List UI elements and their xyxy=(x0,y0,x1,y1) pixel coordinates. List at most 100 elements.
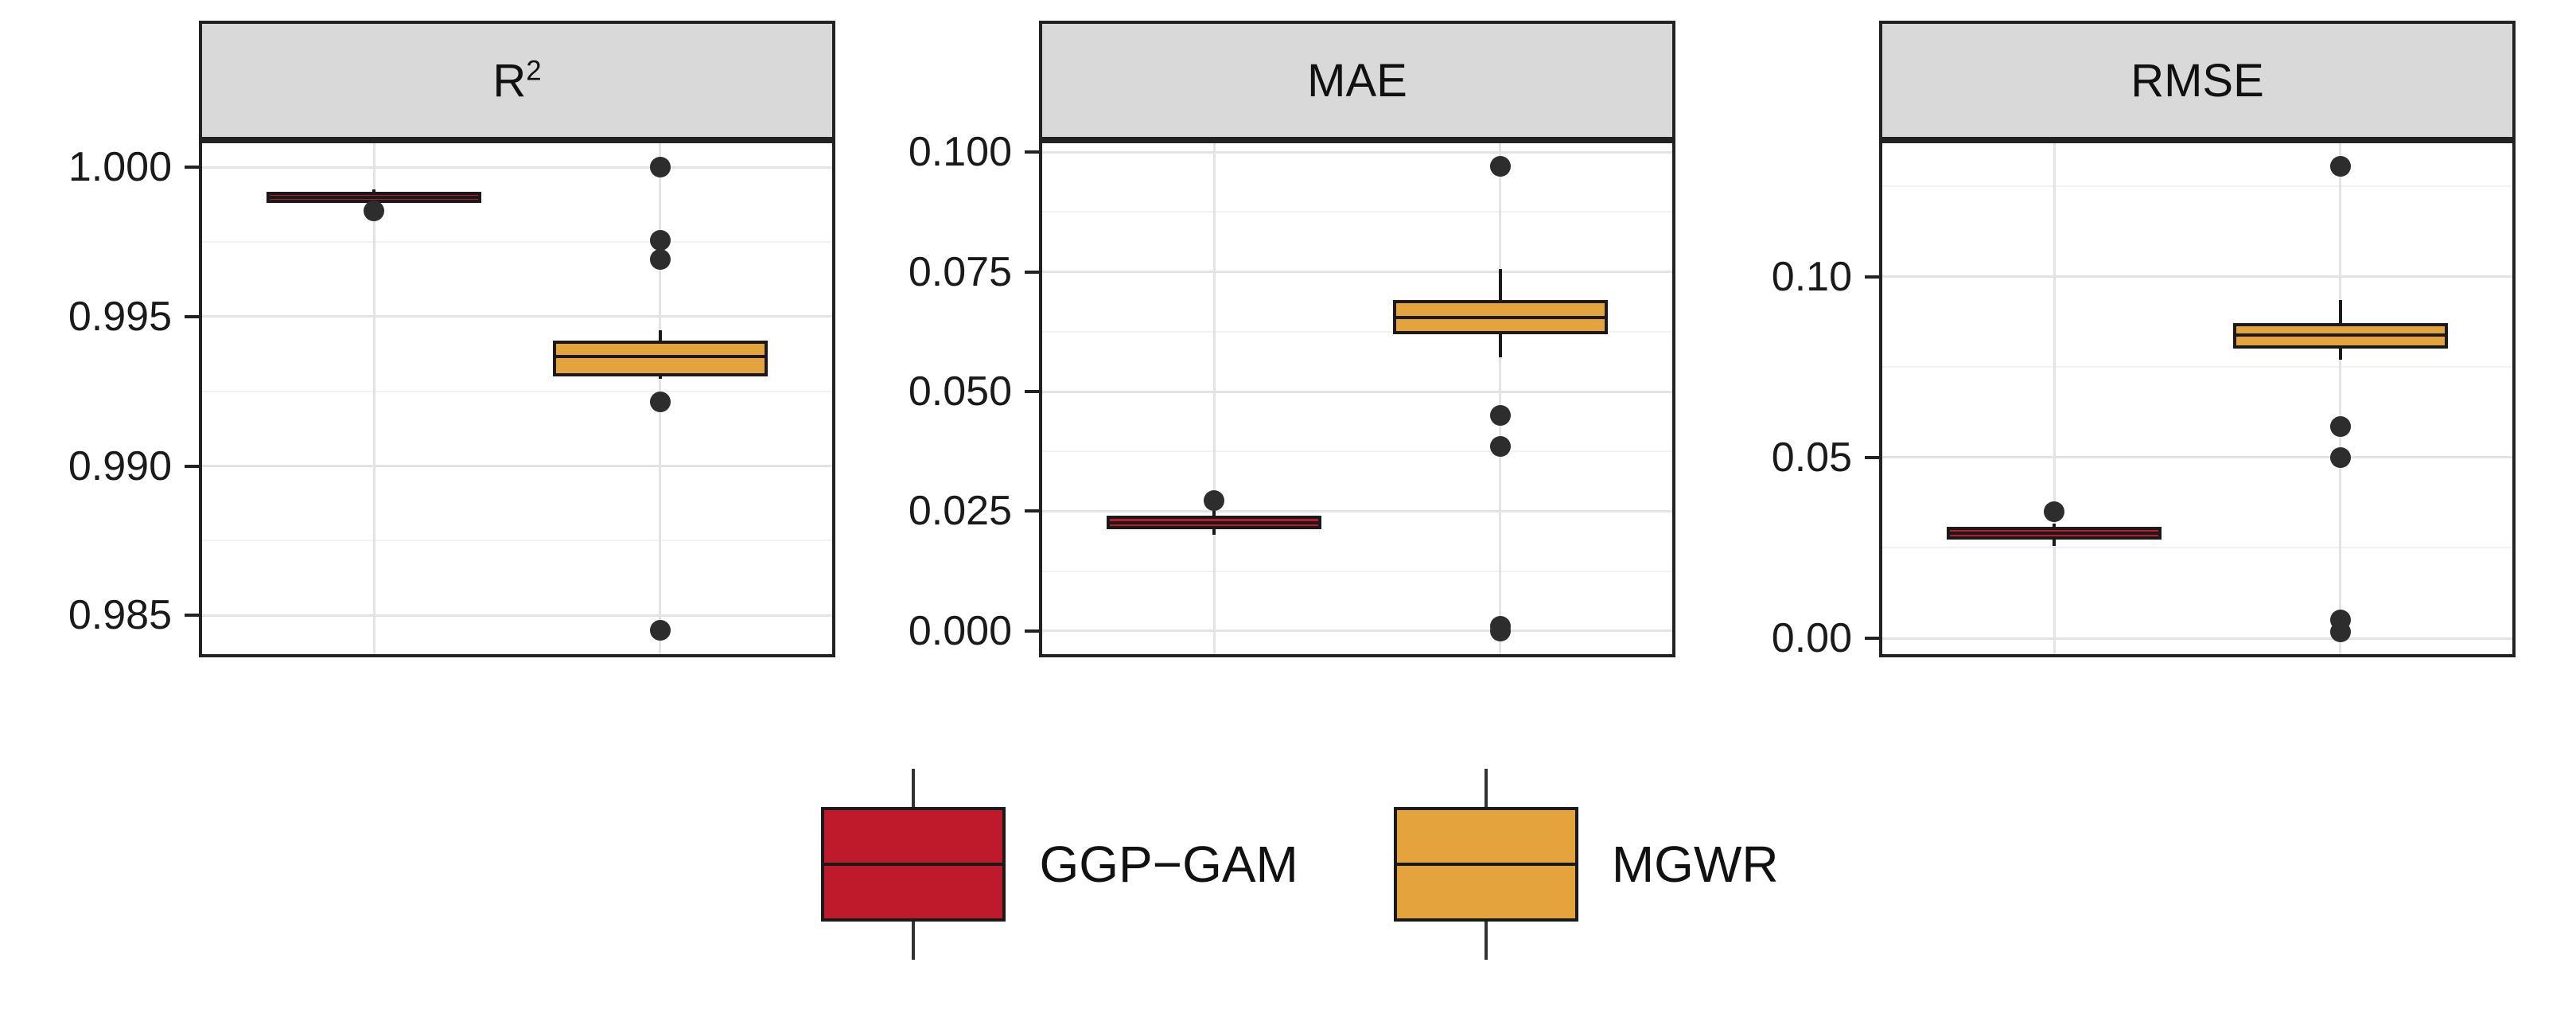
facet-rmse: RMSE 0.10 0.05 0.00 xyxy=(1704,21,2516,661)
y-axis-tick xyxy=(185,614,199,618)
major-gridline xyxy=(202,614,832,617)
median-line-MGWR xyxy=(2232,333,2448,337)
outlier-point xyxy=(1489,620,1511,641)
y-axis-label: 0.075 xyxy=(908,248,1012,295)
facet-mae: MAE 0.100 0.075 0.050 0.025 0.000 xyxy=(864,21,1675,657)
minor-gridline xyxy=(1042,450,1672,453)
y-axis-label: 0.050 xyxy=(908,368,1012,415)
outlier-point xyxy=(649,391,671,412)
outlier-point xyxy=(1489,405,1511,427)
x-gridline xyxy=(1212,143,1216,654)
y-axis-label: 0.995 xyxy=(68,293,172,340)
facet-strip-r2: R2 xyxy=(199,21,835,140)
y-axis-label: 0.00 xyxy=(1771,615,1852,661)
outlier-point xyxy=(2329,156,2351,177)
minor-gridline xyxy=(202,540,832,542)
key-box-icon xyxy=(1393,807,1578,922)
y-axis-rmse: 0.10 0.05 0.00 xyxy=(1704,140,1879,661)
boxplot-key-mgwr xyxy=(1393,769,1578,960)
y-axis-label: 0.985 xyxy=(68,592,172,639)
y-axis-tick xyxy=(185,464,199,468)
legend-item-mgwr: MGWR xyxy=(1393,769,1779,960)
legend: GGP−GAM MGWR xyxy=(24,769,2576,960)
facet-r2: R2 1.000 0.995 0.990 0.985 xyxy=(24,21,835,657)
facet-panels: R2 1.000 0.995 0.990 0.985 MAE 0.100 0.075 0.050… xyxy=(24,21,2576,661)
median-line-GGP-GAM xyxy=(1107,520,1322,524)
y-axis-tick xyxy=(1025,629,1039,633)
y-axis-label: 0.990 xyxy=(68,442,172,489)
y-axis-label: 0.100 xyxy=(908,129,1012,176)
panel-r2 xyxy=(199,140,835,657)
legend-label-mgwr: MGWR xyxy=(1611,836,1779,893)
legend-label-ggp-gam: GGP−GAM xyxy=(1039,836,1298,893)
y-axis-tick xyxy=(1025,390,1039,393)
y-axis-mae: 0.100 0.075 0.050 0.025 0.000 xyxy=(864,129,1039,657)
minor-gridline xyxy=(202,390,832,392)
major-gridline xyxy=(1042,390,1672,393)
y-axis-label: 0.000 xyxy=(908,607,1012,654)
key-median-line xyxy=(824,863,1003,866)
strip-title-rmse: RMSE xyxy=(2130,54,2264,107)
strip-title-r2: R2 xyxy=(492,54,542,107)
y-axis-r2: 1.000 0.995 0.990 0.985 xyxy=(24,140,199,657)
x-gridline xyxy=(2339,143,2342,654)
outlier-point xyxy=(364,200,385,221)
facet-strip-mae: MAE xyxy=(1039,21,1675,140)
major-gridline xyxy=(202,166,832,169)
outlier-point xyxy=(2329,416,2351,438)
panel-mae xyxy=(1039,140,1675,657)
outlier-point xyxy=(1204,490,1225,512)
outlier-point xyxy=(2044,501,2065,522)
x-gridline xyxy=(372,143,376,654)
major-gridline xyxy=(1042,271,1672,274)
y-axis-tick xyxy=(185,166,199,169)
major-gridline xyxy=(1042,629,1672,633)
y-axis-label: 0.025 xyxy=(908,488,1012,535)
outlier-point xyxy=(649,249,671,271)
y-axis-label: 0.05 xyxy=(1771,434,1852,481)
outlier-point xyxy=(649,157,671,177)
outlier-point xyxy=(1489,436,1511,458)
y-axis-tick xyxy=(1025,150,1039,154)
facet-strip-rmse: RMSE xyxy=(1879,21,2516,140)
median-line-GGP-GAM xyxy=(1947,532,2162,536)
minor-gridline xyxy=(1882,366,2512,368)
boxplot-key-ggp-gam xyxy=(821,769,1006,960)
outlier-point xyxy=(2329,621,2351,642)
y-axis-tick xyxy=(1865,637,1879,640)
major-gridline xyxy=(1882,275,2512,279)
minor-gridline xyxy=(1042,211,1672,213)
median-line-MGWR xyxy=(1392,315,1608,319)
y-axis-tick xyxy=(1865,275,1879,279)
major-gridline xyxy=(202,315,832,318)
y-axis-tick xyxy=(1025,270,1039,274)
median-line-MGWR xyxy=(552,355,768,359)
median-line-GGP-GAM xyxy=(267,195,482,199)
y-axis-label: 1.000 xyxy=(68,144,172,190)
strip-title-mae: MAE xyxy=(1307,54,1407,107)
panel-rmse xyxy=(1879,140,2516,657)
legend-item-ggp-gam: GGP−GAM xyxy=(821,769,1298,960)
y-axis-tick xyxy=(1865,455,1879,459)
minor-gridline xyxy=(1042,570,1672,572)
outlier-point xyxy=(649,230,671,251)
major-gridline xyxy=(1882,637,2512,640)
outlier-point xyxy=(1489,156,1511,177)
minor-gridline xyxy=(1882,547,2512,549)
key-box-icon xyxy=(821,807,1006,922)
outlier-point xyxy=(2329,446,2351,468)
major-gridline xyxy=(1882,456,2512,459)
minor-gridline xyxy=(1042,330,1672,333)
x-gridline xyxy=(2053,143,2056,654)
major-gridline xyxy=(1042,150,1672,154)
major-gridline xyxy=(202,465,832,467)
y-axis-label: 0.10 xyxy=(1771,253,1852,300)
y-axis-tick xyxy=(1025,509,1039,513)
key-median-line xyxy=(1396,863,1575,866)
outlier-point xyxy=(649,620,671,641)
major-gridline xyxy=(1042,509,1672,512)
minor-gridline xyxy=(1882,185,2512,188)
y-axis-tick xyxy=(185,314,199,318)
x-gridline xyxy=(1499,143,1502,654)
